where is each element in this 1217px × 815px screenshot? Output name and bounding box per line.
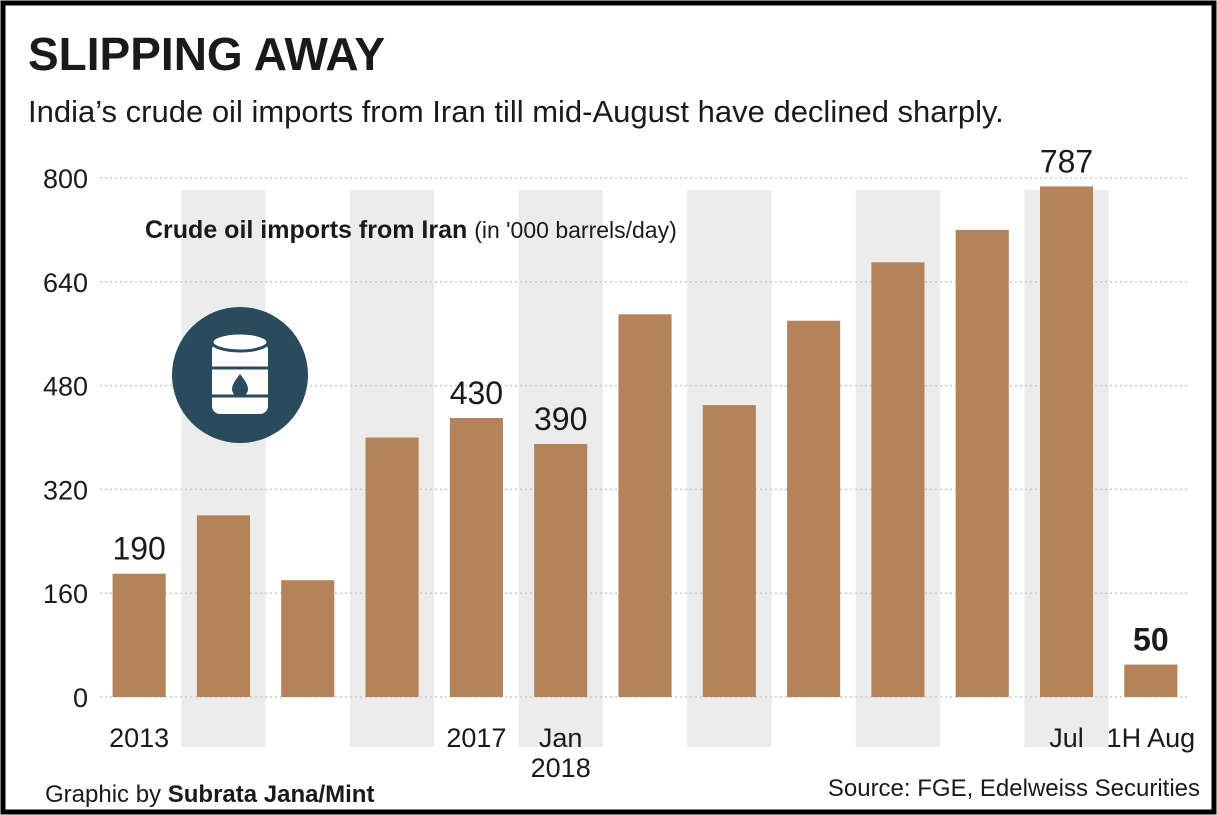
bar: [871, 262, 925, 697]
y-axis-label-main: Crude oil imports from Iran: [145, 216, 467, 244]
source: Source: FGE, Edelweiss Securities: [828, 775, 1200, 802]
value-label: 390: [534, 401, 587, 437]
oil-barrel-icon: [172, 307, 308, 443]
x-tick-label: Jul: [1049, 723, 1084, 753]
bar: [365, 437, 419, 697]
y-axis-label-unit: (in '000 barrels/day): [474, 217, 677, 243]
bar: [1039, 186, 1094, 697]
value-label: 787: [1040, 143, 1093, 179]
y-axis-label: Crude oil imports from Iran (in '000 bar…: [145, 216, 677, 244]
chart-title: SLIPPING AWAY: [28, 28, 385, 80]
value-label: 50: [1133, 622, 1169, 658]
x-tick-label: 2013: [109, 723, 169, 753]
bar: [449, 418, 503, 697]
bar: [618, 314, 672, 697]
y-tick-label: 800: [43, 164, 88, 194]
x-tick-label: Jan 2018: [531, 723, 591, 783]
plot: 0 160 320 480 640 800 2013 190 2017 430 Jan 2018 390…: [43, 143, 1195, 783]
value-label: 190: [112, 531, 165, 567]
bar: [112, 573, 166, 697]
bar: [281, 580, 335, 697]
bar: [534, 443, 588, 697]
y-tick-label: 640: [43, 268, 88, 298]
credit: Graphic by Subrata Jana/Mint: [45, 781, 374, 808]
bar: [702, 405, 756, 697]
bar: [196, 515, 251, 697]
chart-subtitle: India’s crude oil imports from Iran till…: [28, 94, 1004, 129]
bar: [787, 320, 841, 697]
value-label: 430: [450, 375, 503, 411]
x-tick-label: 1H Aug: [1107, 723, 1196, 753]
y-tick-label: 480: [43, 372, 88, 402]
x-tick-label: 2017: [446, 723, 506, 753]
credit-name: Subrata Jana/Mint: [168, 781, 375, 808]
credit-prefix: Graphic by: [45, 781, 161, 808]
y-tick-label: 0: [73, 683, 88, 713]
bar: [1124, 664, 1178, 697]
y-tick-label: 320: [43, 475, 88, 505]
y-tick-label: 160: [43, 579, 88, 609]
bar: [955, 229, 1009, 697]
